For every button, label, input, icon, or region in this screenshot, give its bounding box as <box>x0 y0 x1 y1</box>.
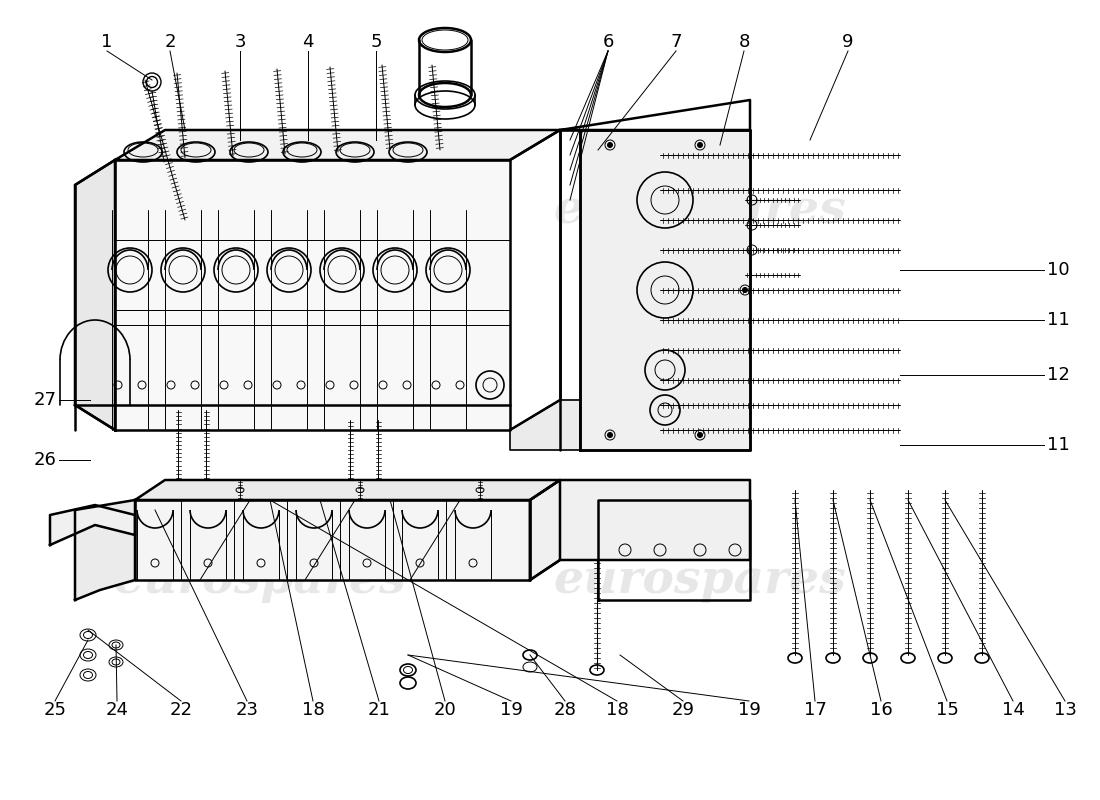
Text: 1: 1 <box>101 33 112 51</box>
Text: 3: 3 <box>234 33 245 51</box>
Text: 16: 16 <box>870 701 892 719</box>
Text: 17: 17 <box>804 701 826 719</box>
Polygon shape <box>530 480 750 580</box>
Text: 20: 20 <box>433 701 456 719</box>
Polygon shape <box>530 480 560 580</box>
Text: 27: 27 <box>33 391 56 409</box>
Polygon shape <box>75 160 116 430</box>
Text: 22: 22 <box>169 701 192 719</box>
Text: 11: 11 <box>1046 311 1069 329</box>
Text: 25: 25 <box>44 701 66 719</box>
Text: 18: 18 <box>606 701 628 719</box>
Text: 21: 21 <box>367 701 390 719</box>
Text: 29: 29 <box>671 701 694 719</box>
Text: 19: 19 <box>499 701 522 719</box>
Text: 4: 4 <box>302 33 313 51</box>
Polygon shape <box>135 480 560 500</box>
Circle shape <box>697 142 703 147</box>
Text: 2: 2 <box>164 33 176 51</box>
Text: 11: 11 <box>1046 436 1069 454</box>
Text: 8: 8 <box>738 33 750 51</box>
Text: eurospares: eurospares <box>113 557 406 603</box>
Text: 14: 14 <box>1002 701 1024 719</box>
Text: 9: 9 <box>843 33 854 51</box>
Text: 26: 26 <box>34 451 56 469</box>
Polygon shape <box>510 400 580 450</box>
Text: 5: 5 <box>371 33 382 51</box>
Text: 7: 7 <box>670 33 682 51</box>
Polygon shape <box>75 500 135 600</box>
Polygon shape <box>580 130 750 450</box>
Text: 15: 15 <box>936 701 958 719</box>
Text: eurospares: eurospares <box>113 187 406 233</box>
Text: 28: 28 <box>553 701 576 719</box>
Text: 6: 6 <box>603 33 614 51</box>
Text: 19: 19 <box>738 701 760 719</box>
Text: 10: 10 <box>1047 261 1069 279</box>
Text: 24: 24 <box>106 701 129 719</box>
Text: eurospares: eurospares <box>553 187 846 233</box>
Polygon shape <box>50 505 135 545</box>
Text: 13: 13 <box>1054 701 1077 719</box>
Text: 18: 18 <box>301 701 324 719</box>
Circle shape <box>607 142 613 147</box>
Text: eurospares: eurospares <box>553 557 846 603</box>
Circle shape <box>607 433 613 438</box>
Circle shape <box>697 433 703 438</box>
Polygon shape <box>116 130 560 160</box>
Polygon shape <box>116 160 510 430</box>
Circle shape <box>742 287 748 293</box>
Text: 12: 12 <box>1046 366 1069 384</box>
Polygon shape <box>135 500 530 580</box>
Text: 23: 23 <box>235 701 258 719</box>
